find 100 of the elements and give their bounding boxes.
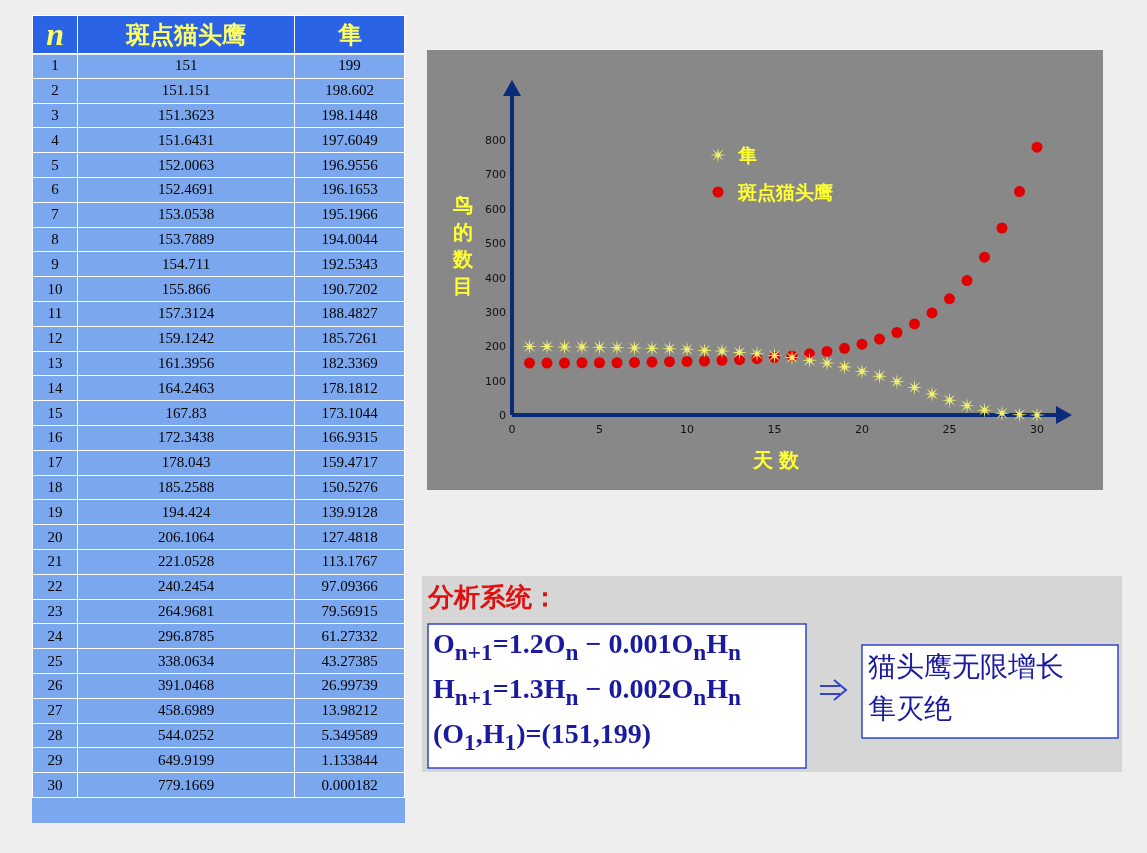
- picture-row-header: 5: [32, 152, 78, 178]
- data-label: 206.1064: [77, 524, 295, 550]
- data-label: 151: [77, 53, 295, 79]
- point: [646, 356, 658, 368]
- text: (O$_{1}$,H$_{1}$)=(151,199): [433, 718, 652, 756]
- point: [961, 275, 973, 287]
- y-tick-label: 700: [485, 168, 506, 182]
- data-label: 26.99739: [294, 673, 405, 699]
- y-tick-label: 100: [485, 374, 506, 388]
- picture-row-header: 12: [32, 326, 78, 352]
- data-label: 159.1242: [77, 326, 295, 352]
- data-label: 1.133844: [294, 747, 405, 773]
- picture-row-header: 14: [32, 375, 78, 401]
- picture-row-header: 22: [32, 574, 78, 600]
- data-label: 197.6049: [294, 127, 405, 153]
- data-label: 155.866: [77, 276, 295, 302]
- picture-row-header: 11: [32, 301, 78, 327]
- point: [891, 327, 903, 338]
- legend-label: 隼: [737, 144, 757, 166]
- data-label: 0.000182: [294, 772, 405, 798]
- picture-row-header: 9: [32, 251, 78, 277]
- point: [559, 357, 570, 369]
- point: [696, 342, 713, 359]
- point: [681, 355, 693, 367]
- data-label: 185.2588: [77, 475, 295, 500]
- data-label: 164.2463: [77, 375, 295, 401]
- data-label: 154.711: [77, 251, 295, 277]
- x-tick-label: 20: [855, 423, 869, 436]
- data-label: 192.5343: [294, 251, 405, 277]
- data-label: 178.1812: [294, 375, 405, 401]
- point: [909, 318, 920, 330]
- legend-label: 斑点猫头鹰: [737, 181, 833, 203]
- x-tick-label: 0: [508, 423, 516, 436]
- picture-row-header: 1: [32, 53, 78, 79]
- point: [839, 342, 850, 354]
- data-label: 153.0538: [77, 202, 295, 228]
- data-label: 196.9556: [294, 152, 405, 178]
- data-label: 139.9128: [294, 499, 405, 525]
- point: [856, 338, 868, 350]
- data-label: 296.8785: [77, 623, 295, 649]
- data-label: 544.0252: [77, 723, 295, 748]
- data-label: 13.98212: [294, 698, 405, 724]
- text: 猫头鹰无限增长: [868, 649, 1064, 685]
- picture-row-header: 7: [32, 202, 78, 228]
- point: [1011, 406, 1028, 423]
- picture-row-header: 30: [32, 772, 78, 798]
- data-label: 185.7261: [294, 326, 405, 352]
- picture-row-header: 16: [32, 425, 78, 451]
- point: [716, 354, 728, 366]
- data-label: 178.043: [77, 450, 295, 476]
- data-label: 79.56915: [294, 599, 405, 624]
- x-tick-label: 5: [596, 423, 603, 436]
- point: [1014, 186, 1025, 198]
- data-label: 166.9315: [294, 425, 405, 451]
- data-label: 43.27385: [294, 648, 405, 674]
- y-tick-label: 800: [485, 134, 506, 147]
- data-label: 188.4827: [294, 301, 405, 327]
- data-label: 199: [294, 53, 405, 79]
- point: [976, 402, 993, 419]
- point: [629, 356, 640, 368]
- data-label: 5.349589: [294, 723, 405, 748]
- y-axis-title: 鸟的数目: [452, 193, 474, 298]
- x-axis-title: 天 数: [751, 448, 801, 472]
- point: [699, 355, 710, 367]
- data-label: 458.6989: [77, 698, 295, 724]
- point: [714, 343, 730, 360]
- data-label: 172.3438: [77, 425, 295, 451]
- picture-row-header: 8: [32, 227, 78, 252]
- picture-row-header: 19: [32, 499, 78, 525]
- data-label: 113.1767: [294, 549, 405, 575]
- picture-row-header: 26: [32, 673, 78, 699]
- picture-row-header: 24: [32, 623, 78, 649]
- y-tick-label: 200: [485, 340, 506, 354]
- data-label: 338.0634: [77, 648, 295, 674]
- point: [1029, 407, 1045, 423]
- picture-row-header: 29: [32, 747, 78, 773]
- picture-row-header: 18: [32, 475, 78, 500]
- point: [576, 357, 588, 369]
- data-label: 198.602: [294, 78, 405, 104]
- data-label: 173.1044: [294, 400, 405, 426]
- x-tick-label: 25: [942, 423, 957, 436]
- y-tick-label: 300: [485, 305, 506, 319]
- data-label: 194.0044: [294, 227, 405, 252]
- text: O$_{n+1}$=1.2O$_{n}$ − 0.001O$_{n}$H$_{n}$: [433, 628, 741, 666]
- point: [924, 386, 940, 403]
- picture-row-header: 15: [32, 400, 78, 426]
- picture-row-header: 2: [32, 78, 78, 104]
- point: [1031, 141, 1043, 153]
- data-label: 151.6431: [77, 127, 295, 153]
- data-label: 159.4717: [294, 450, 405, 476]
- data-label: 151.3623: [77, 103, 295, 128]
- data-label: 182.3369: [294, 351, 405, 376]
- data-label: 391.0468: [77, 673, 295, 699]
- point: [821, 345, 833, 357]
- picture-row-header: 21: [32, 549, 78, 575]
- picture-row-header: 13: [32, 351, 78, 376]
- data-label: 779.1669: [77, 772, 295, 798]
- data-label: 198.1448: [294, 103, 405, 128]
- data-label: 153.7889: [77, 227, 295, 252]
- point: [594, 357, 605, 369]
